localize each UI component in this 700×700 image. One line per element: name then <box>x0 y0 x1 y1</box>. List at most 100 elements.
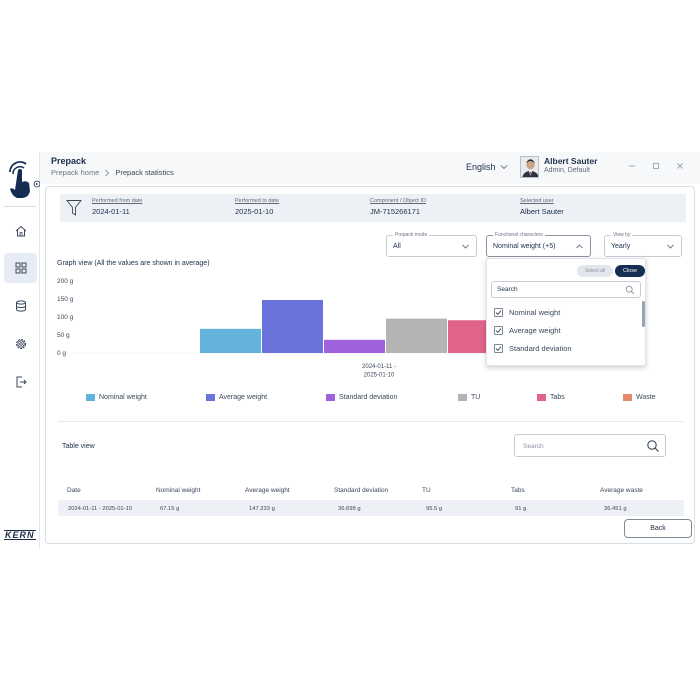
sidebar-item-logout[interactable] <box>4 367 37 397</box>
sidebar-item-dashboard[interactable] <box>4 253 37 283</box>
legend-item[interactable]: Standard deviation <box>326 394 397 401</box>
table-column-header: Standard deviation <box>334 487 389 494</box>
header: Prepack Prepack home Prepack statistics … <box>40 152 700 184</box>
legend-label: Nominal weight <box>99 394 147 401</box>
prepack-mode-select[interactable]: Prepack mode All <box>386 232 477 257</box>
sidebar-divider <box>4 206 36 207</box>
bar-average-weight[interactable] <box>262 299 323 353</box>
performed-to: Performed to date 2025-01-10 <box>235 198 280 216</box>
table-column-header: Date <box>67 487 81 494</box>
table-cell: 91 g <box>515 506 527 512</box>
legend-swatch <box>86 394 95 401</box>
sidebar-item-database[interactable] <box>4 291 37 321</box>
table-cell: 67.15 g <box>160 506 180 512</box>
legend-label: Standard deviation <box>339 394 398 401</box>
minimize-icon[interactable] <box>626 160 638 172</box>
dropdown-option-label: Nominal weight <box>509 308 561 317</box>
y-tick-label: 150 g <box>57 296 74 303</box>
y-tick-label: 0 g <box>57 350 66 357</box>
table-column-header: TU <box>422 487 431 494</box>
home-icon <box>15 225 26 237</box>
breadcrumb-home[interactable]: Prepack home <box>51 168 100 177</box>
maximize-icon[interactable] <box>650 160 662 172</box>
table-search-placeholder: Search <box>523 443 544 450</box>
back-button[interactable]: Back <box>624 519 692 538</box>
close-button[interactable]: Close <box>615 265 645 277</box>
search-icon <box>647 440 659 452</box>
table-title: Table view <box>62 443 95 450</box>
dropdown-option[interactable]: Average weight <box>494 326 561 335</box>
component-id: Component / Object ID JM-715266171 <box>370 198 426 216</box>
functional-characters-dropdown: Select all Close Search Nominal weight Av… <box>486 258 646 366</box>
legend-swatch <box>458 394 467 401</box>
breadcrumb-current: Prepack statistics <box>115 168 174 177</box>
legend-swatch <box>206 394 215 401</box>
breadcrumb: Prepack home Prepack statistics <box>51 168 174 177</box>
select-all-button[interactable]: Select all <box>577 265 613 277</box>
legend-label: Waste <box>636 394 656 401</box>
touch-logo-icon <box>6 158 41 202</box>
table-cell: 36.698 g <box>338 506 361 512</box>
brand-logo: KERN <box>4 530 36 540</box>
table-cell: 36.451 g <box>604 506 627 512</box>
table-column-header: Nominal weight <box>156 487 201 494</box>
view-by-select[interactable]: View by Yearly <box>604 232 682 257</box>
avatar[interactable] <box>520 156 539 178</box>
legend-item[interactable]: Waste <box>623 394 656 401</box>
table-column-header: Tabs <box>511 487 525 494</box>
bar-tu[interactable] <box>386 318 447 353</box>
bar-standard-deviation[interactable] <box>324 339 385 353</box>
dropdown-option[interactable]: Standard deviation <box>494 344 572 353</box>
checkbox-checked-icon[interactable] <box>494 308 503 317</box>
dropdown-search-input[interactable]: Search <box>491 281 641 298</box>
table-row[interactable] <box>58 500 684 516</box>
checkbox-checked-icon[interactable] <box>494 326 503 335</box>
performed-from: Performed from date 2024-01-11 <box>92 198 143 216</box>
selected-user: Selected user Albert Sauter <box>520 198 564 216</box>
bar-nominal-weight[interactable] <box>200 328 261 353</box>
checkbox-checked-icon[interactable] <box>494 344 503 353</box>
sidebar: KERN <box>0 152 41 548</box>
page-title: Prepack <box>51 156 87 166</box>
table-search-input[interactable]: Search <box>514 434 666 457</box>
close-icon[interactable] <box>674 160 686 172</box>
gear-icon <box>15 339 26 349</box>
grid-icon <box>15 262 26 274</box>
dropdown-search-placeholder: Search <box>497 286 518 293</box>
dropdown-scrollbar[interactable] <box>642 301 645 327</box>
table-cell: 2024-01-11 - 2025-01-10 <box>68 506 133 512</box>
graph-title: Graph view (All the values are shown in … <box>57 260 210 267</box>
legend-item[interactable]: Nominal weight <box>86 394 147 401</box>
chevron-up-icon <box>576 244 583 249</box>
legend-label: TU <box>471 394 481 401</box>
user-name: Albert Sauter <box>544 156 598 166</box>
y-tick-label: 50 g <box>57 332 70 339</box>
x-tick-label: 2024-01-11 - <box>362 364 396 370</box>
functional-characters-select[interactable]: Functional characters Nominal weight (+5… <box>486 232 591 257</box>
filter-summary-bar: Performed from date 2024-01-11 Performed… <box>60 194 686 222</box>
search-icon <box>625 285 635 295</box>
database-icon <box>15 300 26 312</box>
legend-item[interactable]: TU <box>458 394 480 401</box>
filter-icon <box>66 200 82 216</box>
chevron-down-icon <box>462 244 469 249</box>
table-cell: 147.233 g <box>249 506 275 512</box>
sidebar-item-home[interactable] <box>4 216 37 246</box>
legend-swatch <box>537 394 546 401</box>
y-tick-label: 100 g <box>57 314 74 321</box>
language-selector[interactable]: English <box>466 162 508 172</box>
chevron-down-icon <box>500 165 507 170</box>
dropdown-option-label: Average weight <box>509 326 561 335</box>
legend-label: Average weight <box>219 394 268 401</box>
chevron-down-icon <box>667 244 674 249</box>
table-cell: 95.5 g <box>426 506 443 512</box>
legend-item[interactable]: Average weight <box>206 394 267 401</box>
dropdown-option-label: Standard deviation <box>509 344 572 353</box>
user-role: Admin, Default <box>544 167 590 174</box>
legend-swatch <box>326 394 335 401</box>
legend-item[interactable]: Tabs <box>537 394 565 401</box>
section-divider <box>58 421 684 422</box>
bar-chart: 200 g 150 g 100 g 50 g 0 g 2024-01-11 - 2025-0… <box>57 278 500 379</box>
dropdown-option[interactable]: Nominal weight <box>494 308 560 317</box>
sidebar-item-settings[interactable] <box>4 329 37 359</box>
